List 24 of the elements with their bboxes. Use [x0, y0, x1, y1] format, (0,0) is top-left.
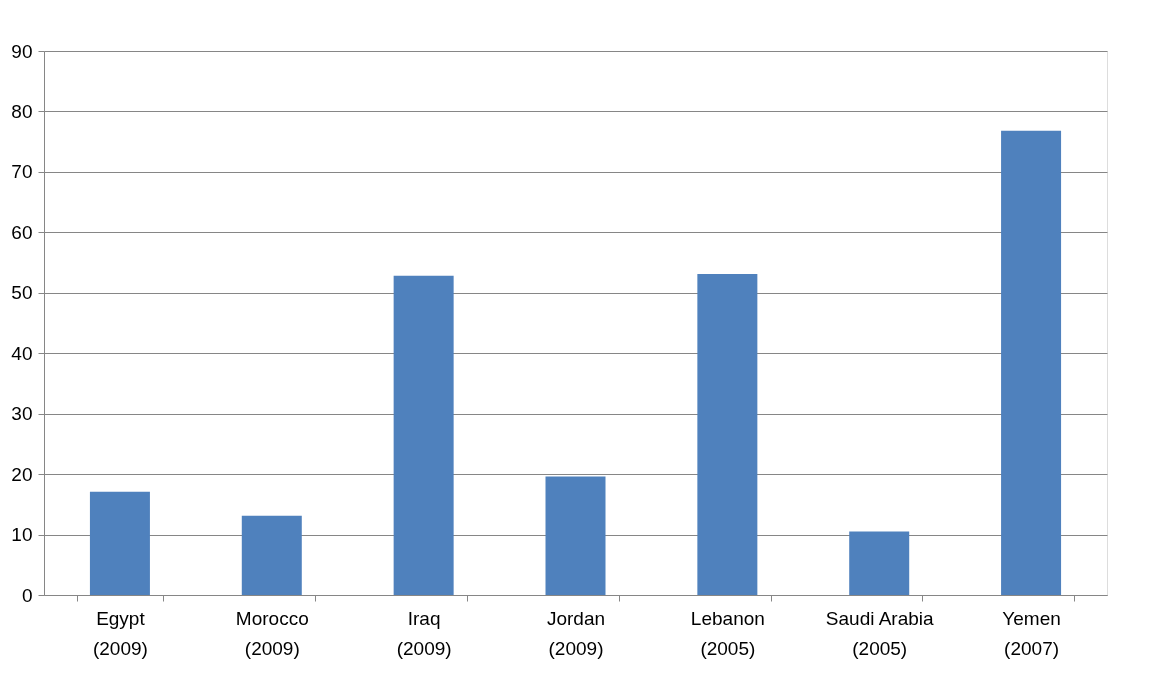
- y-tick-label: 0: [21, 584, 33, 606]
- y-tick-label: 50: [11, 282, 33, 304]
- bar: [89, 491, 150, 595]
- y-tick-label: 30: [11, 403, 33, 425]
- y-tick-label: 20: [11, 463, 33, 485]
- x-tick-label: Egypt (2009): [92, 607, 148, 659]
- bar: [697, 274, 758, 595]
- bar: [1001, 130, 1062, 595]
- x-tick-label: Morocco (2009): [235, 607, 309, 659]
- y-tick-label: 60: [11, 221, 33, 243]
- x-tick-label: Saudi Arabia (2005): [825, 607, 935, 659]
- y-tick-label: 90: [11, 40, 33, 62]
- bar: [545, 476, 606, 595]
- y-tick-label: 40: [11, 342, 33, 364]
- y-tick-label: 10: [11, 524, 33, 546]
- bar: [241, 515, 302, 595]
- bar: [849, 531, 910, 595]
- x-tick-label: Yemen (2007): [1002, 607, 1061, 659]
- bar: [393, 275, 454, 595]
- y-tick-label: 80: [11, 100, 33, 122]
- x-tick-label: Lebanon (2005): [690, 607, 765, 659]
- y-tick-label: 70: [11, 161, 33, 183]
- x-tick-label: Iraq (2009): [396, 607, 452, 659]
- x-tick-label: Jordan (2009): [546, 607, 606, 659]
